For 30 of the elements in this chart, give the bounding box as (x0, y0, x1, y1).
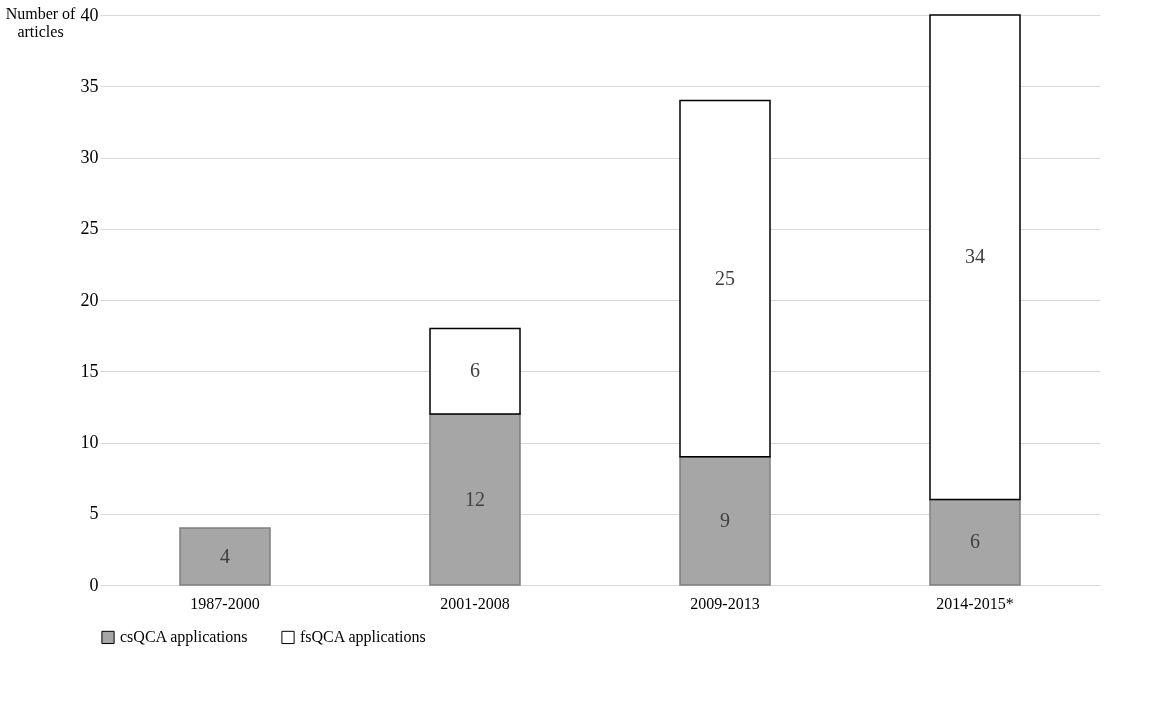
y-tick-label: 10 (80, 432, 99, 452)
bar (429, 327, 521, 415)
x-tick-label: 1987-2000 (190, 594, 260, 612)
y-tick-label: 15 (80, 360, 99, 381)
bar (929, 14, 1021, 501)
data-label: 6 (470, 359, 480, 382)
bar (679, 99, 771, 458)
legend-label: csQCA applications (120, 628, 248, 647)
data-label: 12 (465, 487, 485, 510)
data-label: 4 (220, 544, 230, 567)
y-tick-label: 20 (80, 289, 99, 310)
y-tick-label: 30 (80, 147, 99, 167)
y-tick-label: 40 (80, 4, 99, 25)
y-tick-label: 5 (89, 503, 99, 524)
bar (679, 456, 771, 586)
bar (179, 527, 271, 586)
y-tick-label: 35 (80, 75, 99, 96)
data-label: 25 (715, 266, 735, 289)
legend-label: fsQCA applications (300, 628, 426, 647)
data-label: 6 (970, 530, 980, 553)
x-tick-label: 2014-2015* (936, 594, 1014, 612)
x-tick-label: 2009-2013 (690, 594, 760, 612)
y-tick-label: 0 (89, 574, 99, 595)
y-tick-label: 25 (80, 218, 99, 239)
y-axis-title: Number of articles (5, 4, 77, 40)
bar (929, 498, 1021, 586)
data-label: 9 (720, 508, 730, 531)
bar (429, 413, 521, 586)
data-label: 34 (965, 245, 985, 268)
x-tick-label: 2001-2008 (440, 594, 510, 612)
